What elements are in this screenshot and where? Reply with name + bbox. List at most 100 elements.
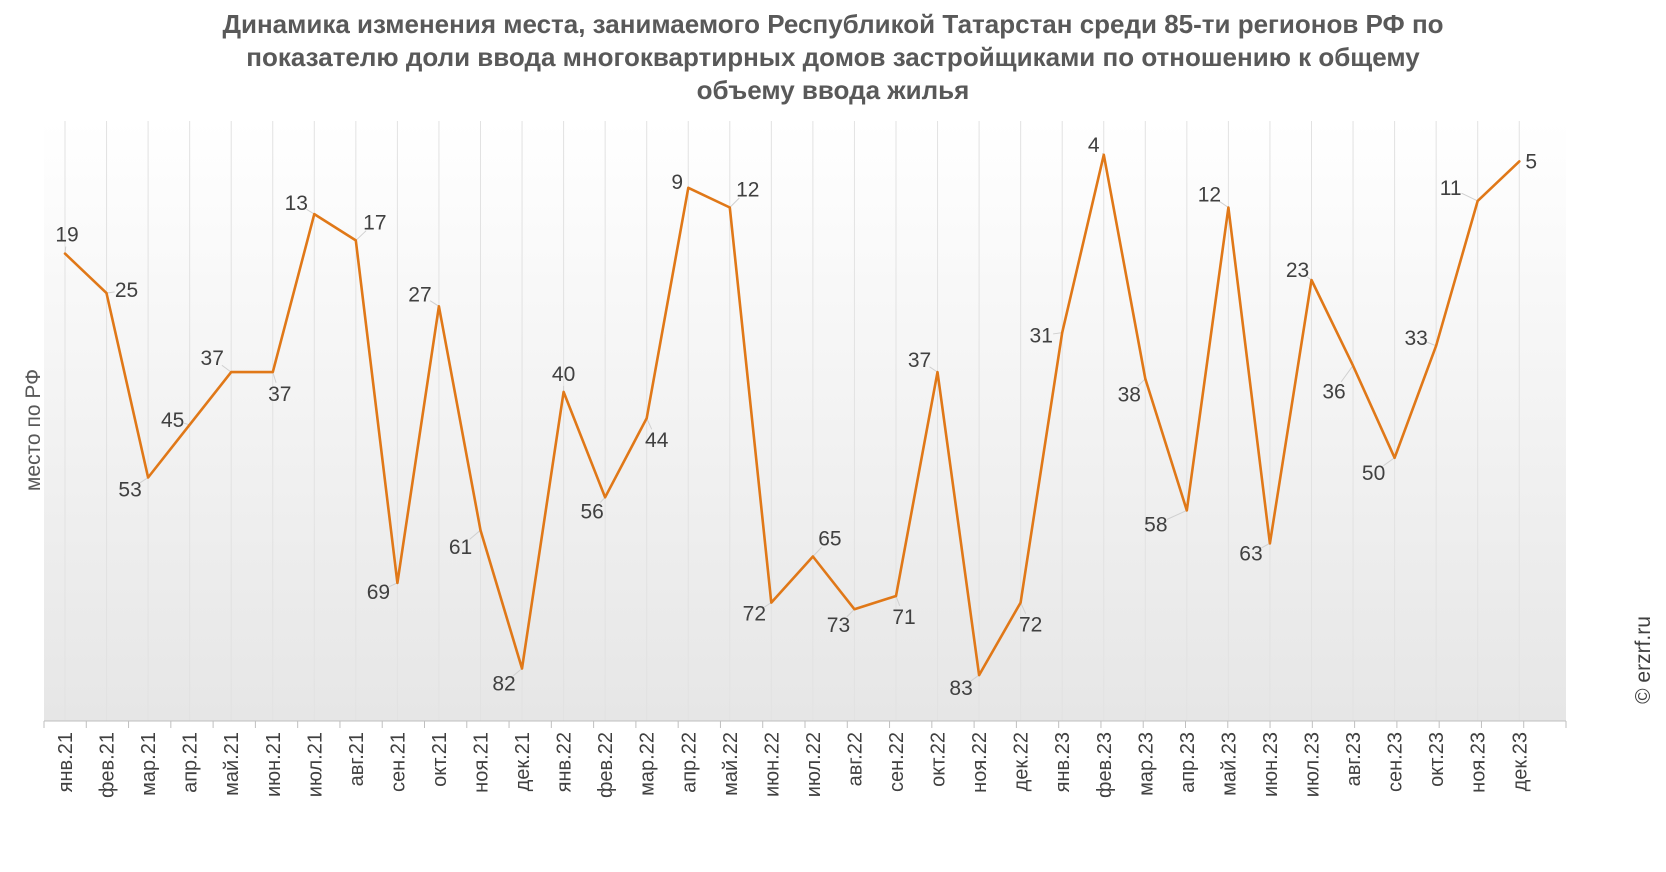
label-leader (1137, 378, 1146, 387)
data-label: 37 (201, 347, 224, 370)
label-leader (1020, 602, 1027, 614)
label-leader (812, 546, 823, 557)
x-tick-label: июл.22 (803, 732, 825, 797)
label-leader (139, 477, 149, 484)
x-tick-label: апр.21 (180, 732, 202, 793)
data-label: 82 (492, 672, 515, 695)
label-leader (272, 371, 277, 383)
x-tick-label: апр.22 (678, 732, 700, 793)
data-label: 36 (1322, 381, 1345, 404)
data-label: 58 (1144, 513, 1167, 536)
data-label: 11 (1440, 177, 1462, 200)
data-label: 40 (552, 363, 575, 386)
chart-title-line-1: Динамика изменения места, занимаемого Ре… (222, 9, 1444, 39)
label-leader (970, 674, 980, 682)
gridlines (64, 121, 1520, 721)
x-tick-label: фев.22 (595, 732, 617, 798)
data-label: 45 (161, 409, 184, 432)
x-tick-label: ноя.21 (471, 732, 493, 793)
x-tick-label: окт.23 (1426, 732, 1448, 787)
data-label: 56 (580, 500, 603, 523)
label-leader (846, 608, 855, 618)
data-label: 44 (645, 429, 669, 452)
label-leader (1166, 509, 1188, 520)
x-tick-label: авг.22 (844, 732, 866, 786)
label-leader (895, 595, 901, 606)
x-tick-label: мар.23 (1135, 732, 1157, 796)
label-leader (221, 364, 232, 373)
label-leader (1427, 341, 1437, 347)
label-leader (929, 366, 938, 373)
x-tick-label: янв.23 (1052, 732, 1074, 792)
chart-title-line-3: объему ввода жилья (696, 75, 970, 105)
label-leader (355, 230, 367, 241)
x-tick-label: ноя.22 (969, 732, 991, 793)
chart-title-line-2: показателю доли ввода многоквартирных до… (246, 42, 1420, 72)
x-tick-label: июн.23 (1260, 732, 1282, 797)
x-tick-label: июл.21 (304, 732, 326, 797)
x-tick-label: янв.22 (554, 732, 576, 792)
data-label: 73 (827, 614, 850, 637)
data-label: 37 (268, 383, 291, 406)
label-leader (1383, 457, 1395, 467)
data-label: 65 (818, 528, 841, 551)
data-label: 13 (285, 192, 308, 215)
x-tick-label: дек.21 (512, 732, 534, 791)
x-tick-label: сен.21 (387, 732, 409, 792)
label-leader (646, 418, 653, 430)
data-label: 23 (1286, 259, 1309, 282)
label-leader (106, 291, 115, 294)
x-axis: янв.21 фев.21 мар.21 апр.21 май.21 июн.21 июл.… (43, 720, 1567, 798)
data-label: 19 (55, 224, 78, 247)
label-leader (1219, 200, 1229, 208)
data-label: 53 (118, 479, 141, 502)
plot-area (44, 121, 1566, 721)
x-tick-label: дек.22 (1011, 732, 1033, 791)
data-label: 9 (671, 171, 683, 194)
x-tick-label: мар.22 (637, 732, 659, 796)
data-label: 12 (736, 179, 759, 202)
data-label: 72 (743, 603, 766, 626)
data-label: 4 (1088, 134, 1100, 157)
label-leader (469, 529, 481, 540)
label-leader (389, 582, 398, 588)
data-label: 63 (1239, 542, 1262, 565)
data-label: 69 (367, 581, 390, 604)
data-label: 71 (892, 606, 915, 629)
x-tick-label: июн.21 (263, 732, 285, 797)
data-label: 27 (408, 283, 431, 306)
data-label: 37 (908, 349, 931, 372)
label-leader (306, 208, 315, 215)
data-label: 31 (1030, 325, 1053, 348)
x-tick-label: фев.23 (1094, 732, 1116, 798)
data-label: 5 (1525, 150, 1537, 173)
x-tick-label: июл.23 (1302, 732, 1324, 797)
label-leader (512, 668, 523, 677)
data-label: 61 (449, 536, 472, 559)
series-polyline (63, 153, 1521, 677)
label-leader (429, 300, 440, 307)
label-leader (1340, 365, 1354, 383)
x-tick-label: май.21 (221, 732, 243, 796)
series-line (63, 153, 1521, 677)
x-tick-label: сен.22 (886, 732, 908, 792)
data-label: 38 (1118, 384, 1141, 407)
data-label: 17 (363, 211, 386, 234)
data-label: 72 (1019, 614, 1042, 637)
label-leader (729, 197, 740, 208)
x-tick-label: май.22 (720, 732, 742, 796)
data-label: 33 (1404, 327, 1427, 350)
x-tick-label: ноя.23 (1468, 732, 1490, 793)
x-tick-label: сен.23 (1385, 732, 1407, 792)
x-tick-label: янв.21 (55, 732, 77, 792)
x-tick-label: окт.22 (928, 732, 950, 787)
label-leader (1461, 192, 1478, 202)
x-tick-label: апр.23 (1177, 732, 1199, 793)
x-tick-label: окт.21 (429, 732, 451, 787)
x-tick-label: авг.21 (346, 732, 368, 786)
x-tick-label: июн.22 (761, 732, 783, 797)
x-tick-label: мар.21 (138, 732, 160, 796)
x-tick-label: дек.23 (1509, 732, 1531, 791)
label-leader (1053, 332, 1063, 335)
